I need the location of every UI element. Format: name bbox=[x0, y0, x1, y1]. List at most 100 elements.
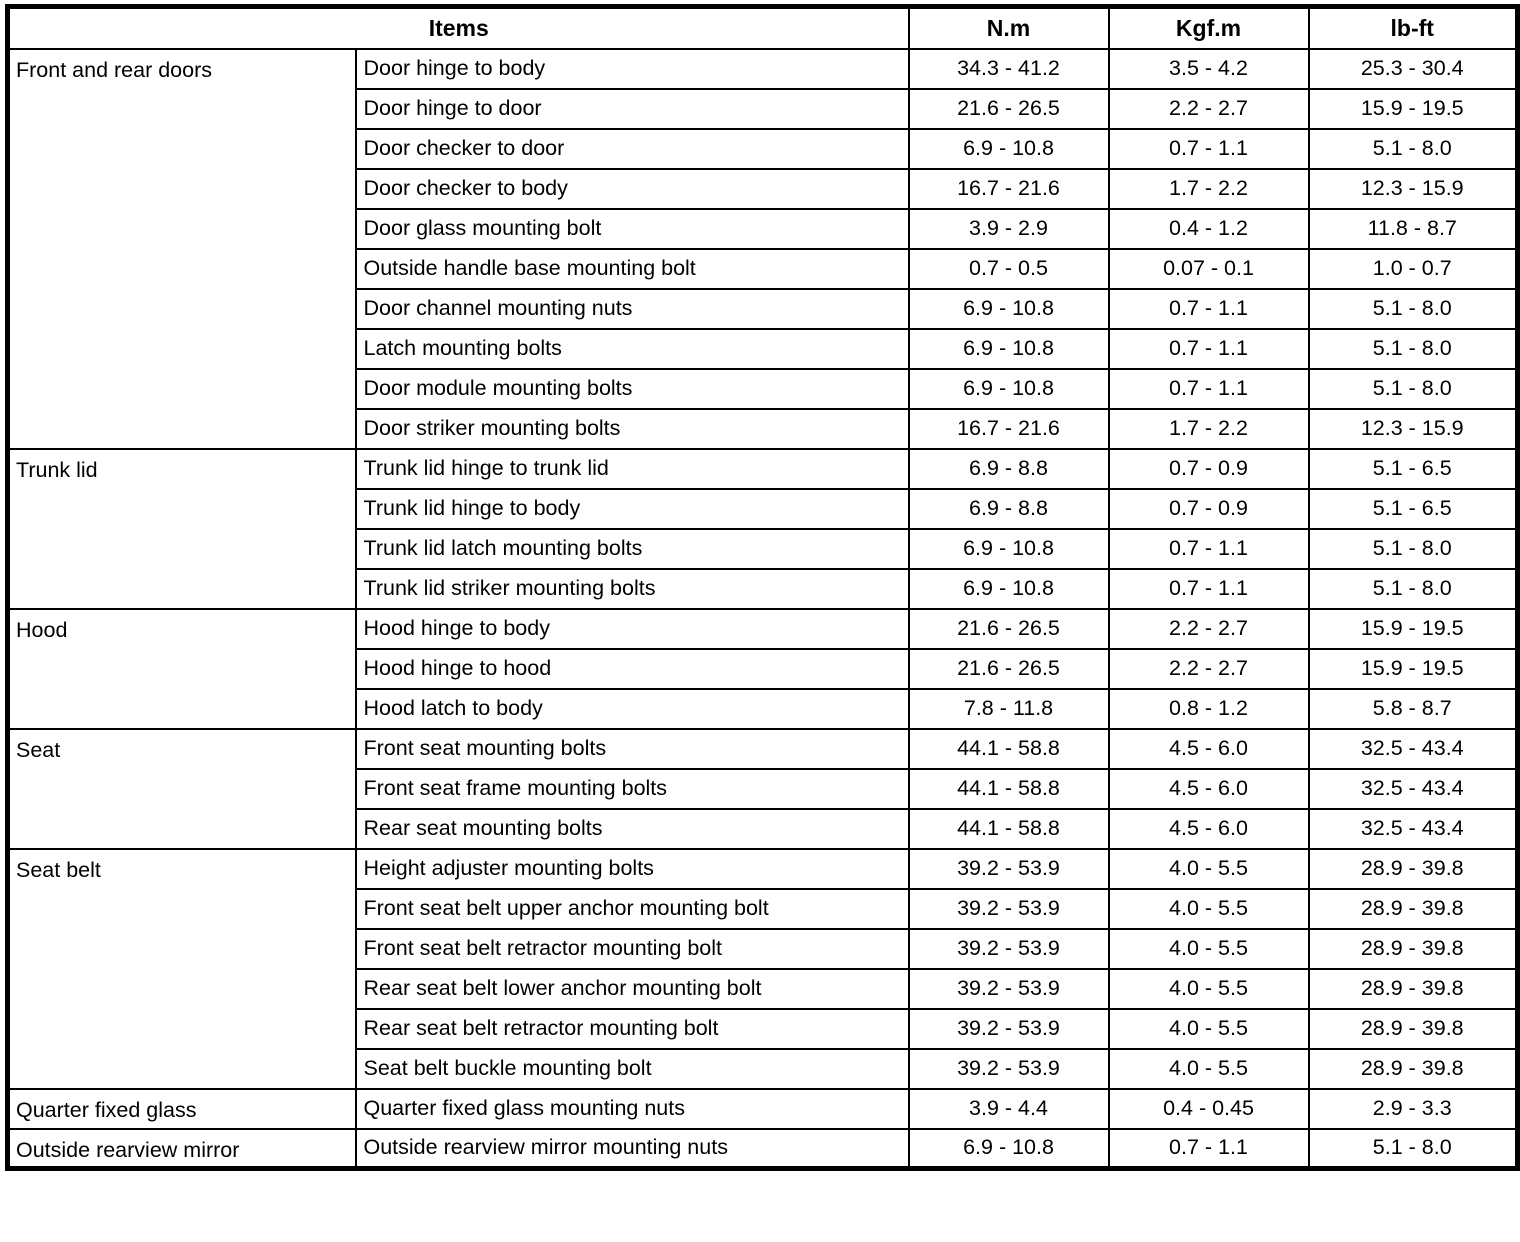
value-cell-lbft: 5.1 - 8.0 bbox=[1307, 527, 1519, 570]
value-cell-kgfm: 4.0 - 5.5 bbox=[1107, 1047, 1310, 1090]
value-cell-kgfm: 2.2 - 2.7 bbox=[1107, 607, 1310, 650]
col-header-items: Items bbox=[6, 5, 910, 50]
value-cell-lbft: 5.1 - 8.0 bbox=[1307, 327, 1519, 370]
value-cell-kgfm: 4.0 - 5.5 bbox=[1107, 927, 1310, 970]
item-cell: Rear seat belt retractor mounting bolt bbox=[354, 1007, 910, 1050]
table-row: Seat belt Height adjuster mounting bolts 3… bbox=[6, 847, 1519, 1090]
table-row: Front and rear doors Door hinge to body 34… bbox=[6, 47, 1519, 450]
value-cell-nm: 39.2 - 53.9 bbox=[907, 887, 1110, 930]
value-cell-nm: 44.1 - 58.8 bbox=[907, 767, 1110, 810]
value-cell-lbft: 5.1 - 8.0 bbox=[1307, 567, 1519, 610]
value-cell-kgfm: 3.5 - 4.2 bbox=[1107, 47, 1310, 90]
value-cell-nm: 6.9 - 10.8 bbox=[907, 567, 1110, 610]
value-cell-nm: 3.9 - 2.9 bbox=[907, 207, 1110, 250]
item-cell: Door channel mounting nuts bbox=[354, 287, 910, 330]
value-cell-nm: 39.2 - 53.9 bbox=[907, 1047, 1110, 1090]
value-cell-kgfm: 1.7 - 2.2 bbox=[1107, 407, 1310, 450]
value-cell-nm: 16.7 - 21.6 bbox=[907, 167, 1110, 210]
value-cell-kgfm: 0.7 - 1.1 bbox=[1107, 567, 1310, 610]
value-cell-nm: 6.9 - 10.8 bbox=[907, 287, 1110, 330]
item-cell: Trunk lid hinge to body bbox=[354, 487, 910, 530]
value-cell-kgfm: 4.5 - 6.0 bbox=[1107, 727, 1310, 770]
value-cell-kgfm: 4.0 - 5.5 bbox=[1107, 967, 1310, 1010]
table-row: Rear seat mounting bolts 44.1 - 58.8 4.5 -… bbox=[8, 807, 1519, 850]
item-cell: Front seat belt upper anchor mounting bo… bbox=[354, 887, 910, 930]
value-cell-kgfm: 0.7 - 1.1 bbox=[1107, 527, 1310, 570]
value-cell-lbft: 28.9 - 39.8 bbox=[1307, 1047, 1519, 1090]
value-cell-nm: 3.9 - 4.4 bbox=[907, 1087, 1110, 1130]
header-row: Items N.m Kgf.m lb-ft bbox=[6, 5, 1519, 50]
table-row: Quarter fixed glass Quarter fixed glass m… bbox=[6, 1087, 1519, 1130]
value-cell-lbft: 5.8 - 8.7 bbox=[1307, 687, 1519, 730]
item-cell: Outside handle base mounting bolt bbox=[354, 247, 910, 290]
item-cell: Front seat frame mounting bolts bbox=[354, 767, 910, 810]
value-cell-nm: 39.2 - 53.9 bbox=[907, 927, 1110, 970]
item-cell: Outside rearview mirror mounting nuts bbox=[354, 1127, 910, 1170]
value-cell-nm: 6.9 - 10.8 bbox=[907, 327, 1110, 370]
value-cell-nm: 44.1 - 58.8 bbox=[907, 807, 1110, 850]
item-cell: Door glass mounting bolt bbox=[354, 207, 910, 250]
torque-spec-table: Items N.m Kgf.m lb-ft Front and rear doo… bbox=[5, 4, 1520, 1171]
table-row: Door glass mounting bolt 3.9 - 2.9 0.4 - 1… bbox=[8, 207, 1519, 250]
item-cell: Front seat mounting bolts bbox=[354, 727, 910, 770]
value-cell-lbft: 11.8 - 8.7 bbox=[1307, 207, 1519, 250]
value-cell-lbft: 2.9 - 3.3 bbox=[1307, 1087, 1519, 1130]
item-cell: Height adjuster mounting bolts bbox=[354, 847, 910, 890]
item-cell: Trunk lid latch mounting bolts bbox=[354, 527, 910, 570]
value-cell-nm: 6.9 - 10.8 bbox=[907, 527, 1110, 570]
table-row: Front seat belt upper anchor mounting bo… bbox=[8, 887, 1519, 930]
value-cell-nm: 6.9 - 10.8 bbox=[907, 1127, 1110, 1170]
value-cell-nm: 6.9 - 8.8 bbox=[907, 487, 1110, 530]
value-cell-kgfm: 4.5 - 6.0 bbox=[1107, 767, 1310, 810]
category-cell: Hood bbox=[6, 607, 357, 730]
value-cell-nm: 21.6 - 26.5 bbox=[907, 647, 1110, 690]
item-cell: Seat belt buckle mounting bolt bbox=[354, 1047, 910, 1090]
table-row: Trunk lid latch mounting bolts 6.9 - 10.8… bbox=[8, 527, 1519, 570]
table-row: Trunk lid hinge to body 6.9 - 8.8 0.7 - 0.… bbox=[8, 487, 1519, 530]
table-row: Door hinge to door 21.6 - 26.5 2.2 - 2.7 15… bbox=[8, 87, 1519, 130]
value-cell-lbft: 32.5 - 43.4 bbox=[1307, 807, 1519, 850]
table-row: Front seat frame mounting bolts 44.1 - 58… bbox=[8, 767, 1519, 810]
value-cell-kgfm: 0.8 - 1.2 bbox=[1107, 687, 1310, 730]
item-cell: Door hinge to door bbox=[354, 87, 910, 130]
value-cell-kgfm: 0.7 - 1.1 bbox=[1107, 1127, 1310, 1170]
value-cell-nm: 6.9 - 10.8 bbox=[907, 127, 1110, 170]
value-cell-nm: 0.7 - 0.5 bbox=[907, 247, 1110, 290]
item-cell: Front seat belt retractor mounting bolt bbox=[354, 927, 910, 970]
value-cell-lbft: 28.9 - 39.8 bbox=[1307, 927, 1519, 970]
col-header-lbft: lb-ft bbox=[1307, 5, 1519, 50]
value-cell-lbft: 12.3 - 15.9 bbox=[1307, 167, 1519, 210]
value-cell-lbft: 28.9 - 39.8 bbox=[1307, 967, 1519, 1010]
table-row: Outside rearview mirror Outside rearview … bbox=[6, 1127, 1519, 1170]
category-cell: Front and rear doors bbox=[6, 47, 357, 450]
item-cell: Hood hinge to body bbox=[354, 607, 910, 650]
value-cell-lbft: 5.1 - 8.0 bbox=[1307, 127, 1519, 170]
value-cell-kgfm: 0.7 - 0.9 bbox=[1107, 447, 1310, 490]
value-cell-nm: 6.9 - 10.8 bbox=[907, 367, 1110, 410]
value-cell-kgfm: 0.7 - 1.1 bbox=[1107, 327, 1310, 370]
value-cell-kgfm: 2.2 - 2.7 bbox=[1107, 87, 1310, 130]
value-cell-kgfm: 0.7 - 1.1 bbox=[1107, 287, 1310, 330]
category-cell: Quarter fixed glass bbox=[6, 1087, 357, 1130]
value-cell-lbft: 28.9 - 39.8 bbox=[1307, 887, 1519, 930]
value-cell-lbft: 5.1 - 6.5 bbox=[1307, 447, 1519, 490]
value-cell-nm: 34.3 - 41.2 bbox=[907, 47, 1110, 90]
value-cell-nm: 7.8 - 11.8 bbox=[907, 687, 1110, 730]
table-row: Door module mounting bolts 6.9 - 10.8 0.7 … bbox=[8, 367, 1519, 410]
value-cell-lbft: 12.3 - 15.9 bbox=[1307, 407, 1519, 450]
item-cell: Hood hinge to hood bbox=[354, 647, 910, 690]
value-cell-kgfm: 4.0 - 5.5 bbox=[1107, 1007, 1310, 1050]
item-cell: Door module mounting bolts bbox=[354, 367, 910, 410]
item-cell: Hood latch to body bbox=[354, 687, 910, 730]
value-cell-kgfm: 0.7 - 1.1 bbox=[1107, 127, 1310, 170]
col-header-kgfm: Kgf.m bbox=[1107, 5, 1310, 50]
table-row: Front seat belt retractor mounting bolt 3… bbox=[8, 927, 1519, 970]
value-cell-nm: 39.2 - 53.9 bbox=[907, 1007, 1110, 1050]
table-row: Latch mounting bolts 6.9 - 10.8 0.7 - 1.1 5… bbox=[8, 327, 1519, 370]
category-cell: Outside rearview mirror bbox=[6, 1127, 357, 1170]
table-row: Outside handle base mounting bolt 0.7 - 0… bbox=[8, 247, 1519, 290]
value-cell-lbft: 5.1 - 8.0 bbox=[1307, 287, 1519, 330]
table-row: Door channel mounting nuts 6.9 - 10.8 0.7 … bbox=[8, 287, 1519, 330]
value-cell-nm: 21.6 - 26.5 bbox=[907, 87, 1110, 130]
item-cell: Trunk lid hinge to trunk lid bbox=[354, 447, 910, 490]
